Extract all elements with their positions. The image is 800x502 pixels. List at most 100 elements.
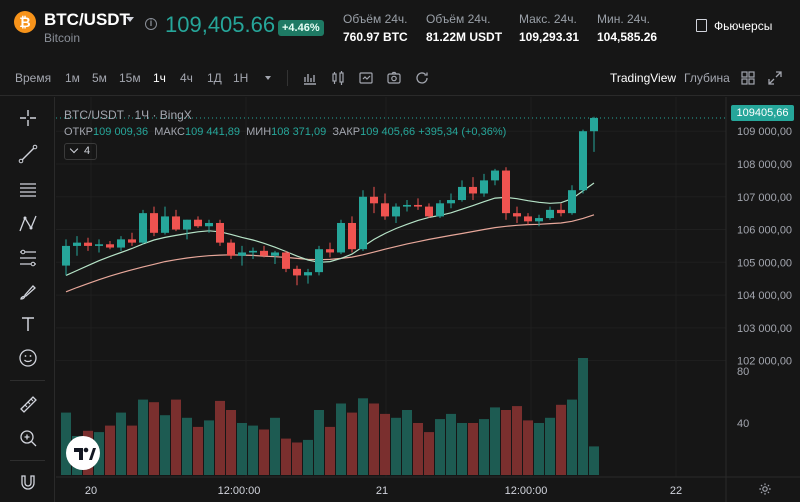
compare-icon[interactable] <box>358 70 374 86</box>
crosshair-icon[interactable] <box>17 107 39 129</box>
stat-volume-usdt: Объём 24ч. 81.22M USDT <box>426 12 502 44</box>
price-axis: 109 000,00 108 000,00 107 000,00 106 000,00… <box>737 126 792 430</box>
ohlc-legend: ОТКР109 009,36 МАКС109 441,89 МИН108 371… <box>64 126 506 138</box>
volume-bar <box>193 426 203 475</box>
volume-bar <box>116 412 126 475</box>
text-icon[interactable] <box>17 313 39 335</box>
tab-tradingview[interactable]: TradingView <box>610 71 677 85</box>
price-tick-label: 103 000,00 <box>737 323 792 335</box>
volume-bar <box>138 399 148 475</box>
coin-name: Bitcoin <box>44 31 81 45</box>
candle-body <box>62 245 70 266</box>
info-icon[interactable]: i <box>145 18 157 30</box>
volume-bar <box>237 423 247 475</box>
screenshot-icon[interactable] <box>386 70 402 86</box>
indicators-toggle[interactable]: 4 <box>64 143 98 160</box>
candle-body <box>172 216 180 230</box>
brush-icon[interactable] <box>17 281 39 303</box>
interval-1m[interactable]: 1м <box>65 71 80 85</box>
candle-body <box>73 242 81 246</box>
tradingview-logo-icon[interactable] <box>66 436 100 470</box>
interval-15m[interactable]: 15м <box>119 71 141 85</box>
emoji-icon[interactable] <box>17 347 39 369</box>
volume-bar <box>303 439 313 475</box>
volume-bar <box>204 420 214 475</box>
candle-body <box>436 203 444 217</box>
interval-1w[interactable]: 1Н <box>233 71 249 85</box>
stat-value: 104,585.26 <box>597 30 658 44</box>
volume-tick-label: 80 <box>737 366 749 378</box>
interval-dropdown-icon[interactable] <box>265 76 271 80</box>
futures-label: Фьючерсы <box>714 19 773 33</box>
pair-title[interactable]: BTC/USDT <box>44 10 130 29</box>
trend-line-icon[interactable] <box>17 143 39 165</box>
candle-body <box>414 204 422 207</box>
volume-bar <box>292 442 302 475</box>
time-tick-label: 12:00:00 <box>505 485 548 497</box>
candle-body <box>227 242 235 256</box>
zoom-in-icon[interactable] <box>17 427 39 449</box>
indicators-icon[interactable] <box>302 70 318 86</box>
volume-bar <box>336 403 346 475</box>
volume-bars <box>61 358 599 475</box>
candle-body <box>205 222 213 227</box>
tab-depth[interactable]: Глубина <box>684 71 730 85</box>
low-label: МИН <box>246 126 272 138</box>
candle-body <box>557 209 565 214</box>
pair-dropdown-chevron-icon[interactable] <box>126 17 134 22</box>
grid-layout-icon[interactable] <box>740 70 756 86</box>
drawing-toolbar <box>0 97 55 502</box>
candle-body <box>282 252 290 269</box>
volume-bar <box>248 425 258 475</box>
interval-time[interactable]: Время <box>15 71 52 85</box>
futures-button[interactable]: Фьючерсы <box>696 19 772 33</box>
close-value: 109 405,66 <box>360 126 416 138</box>
interval-1h[interactable]: 1ч <box>153 71 166 85</box>
pattern-icon[interactable] <box>17 213 39 235</box>
volume-bar <box>534 423 544 475</box>
volume-bar <box>567 399 577 475</box>
divider <box>10 380 45 381</box>
price-chart[interactable]: 109 000,00 108 000,00 107 000,00 106 000,00… <box>56 97 800 502</box>
candle-body <box>370 196 378 204</box>
stat-value: 81.22M USDT <box>426 30 503 44</box>
stat-label: Мин. 24ч. <box>597 12 650 26</box>
fullscreen-icon[interactable] <box>767 70 783 86</box>
interval-4h[interactable]: 4ч <box>180 71 193 85</box>
candle-body <box>128 239 136 243</box>
candle-body <box>106 244 114 248</box>
gear-icon[interactable] <box>758 482 772 496</box>
volume-bar <box>369 403 379 475</box>
volume-bar <box>127 425 137 475</box>
candle-body <box>216 222 224 243</box>
candle-body <box>469 186 477 194</box>
volume-bar <box>61 412 71 475</box>
interval-5m[interactable]: 5м <box>92 71 107 85</box>
ruler-icon[interactable] <box>17 393 39 415</box>
magnet-icon[interactable] <box>17 471 39 493</box>
reset-icon[interactable] <box>414 70 430 86</box>
volume-bar <box>270 417 280 475</box>
interval-1d[interactable]: 1Д <box>207 71 222 85</box>
candle-body <box>546 209 554 219</box>
candle-type-icon[interactable] <box>330 70 346 86</box>
volume-bar <box>226 410 236 475</box>
volume-bar <box>380 413 390 475</box>
candle-body <box>337 222 345 253</box>
volume-bar <box>413 423 423 475</box>
volume-bar <box>446 413 456 475</box>
candle-body <box>315 249 323 273</box>
volume-bar <box>523 420 533 475</box>
volume-bar <box>314 410 324 475</box>
candle-body <box>568 190 576 214</box>
fib-retracement-icon[interactable] <box>17 247 39 269</box>
candle-body <box>381 203 389 217</box>
time-axis: 20 12:00:00 21 12:00:00 22 <box>85 485 682 497</box>
volume-bar <box>468 423 478 475</box>
candle-body <box>194 219 202 227</box>
stat-value: 109,293.31 <box>519 30 580 44</box>
stat-volume-btc: Объём 24ч. 760.97 BTC <box>343 12 408 44</box>
horizontal-lines-icon[interactable] <box>17 179 39 201</box>
price-tick-label: 106 000,00 <box>737 225 792 237</box>
stat-label: Объём 24ч. <box>426 12 491 26</box>
